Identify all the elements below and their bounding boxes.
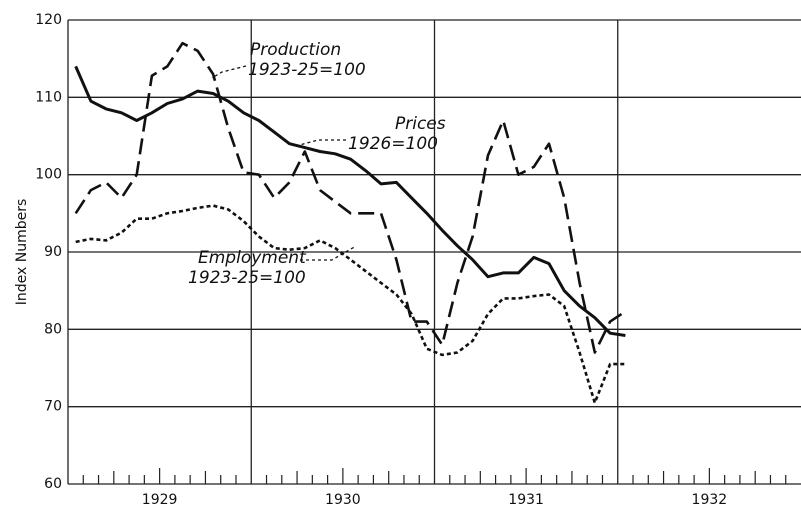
y-tick-label: 120 — [35, 12, 62, 28]
x-tick-label: 1929 — [142, 492, 178, 508]
annotation: Production — [250, 40, 341, 60]
y-tick-label: 70 — [44, 399, 62, 415]
y-axis-label: Index Numbers — [14, 199, 30, 306]
y-tick-label: 80 — [44, 321, 62, 337]
y-tick-label: 90 — [44, 244, 62, 260]
annotation-pointer — [295, 139, 346, 147]
annotation: 1923-25=100 — [248, 60, 366, 80]
annotation: 1926=100 — [348, 134, 438, 154]
annotation: Prices — [395, 114, 446, 134]
y-tick-label: 60 — [44, 476, 62, 492]
annotation: Employment — [198, 248, 307, 268]
annotation: 1923-25=100 — [188, 268, 306, 288]
series-line — [74, 65, 626, 337]
series-line — [75, 204, 626, 405]
plot-area: 60 70 80 90 100 110 120 1929 1930 1931 1932 — [35, 12, 801, 508]
annotation-pointer — [300, 245, 357, 261]
series-line — [74, 41, 627, 354]
x-tick-label: 1932 — [692, 492, 728, 508]
y-tick-label: 100 — [35, 167, 62, 183]
x-tick-label: 1931 — [508, 492, 544, 508]
annotation-pointer — [211, 65, 247, 79]
y-tick-label: 110 — [35, 89, 62, 105]
x-tick-label: 1930 — [325, 492, 361, 508]
